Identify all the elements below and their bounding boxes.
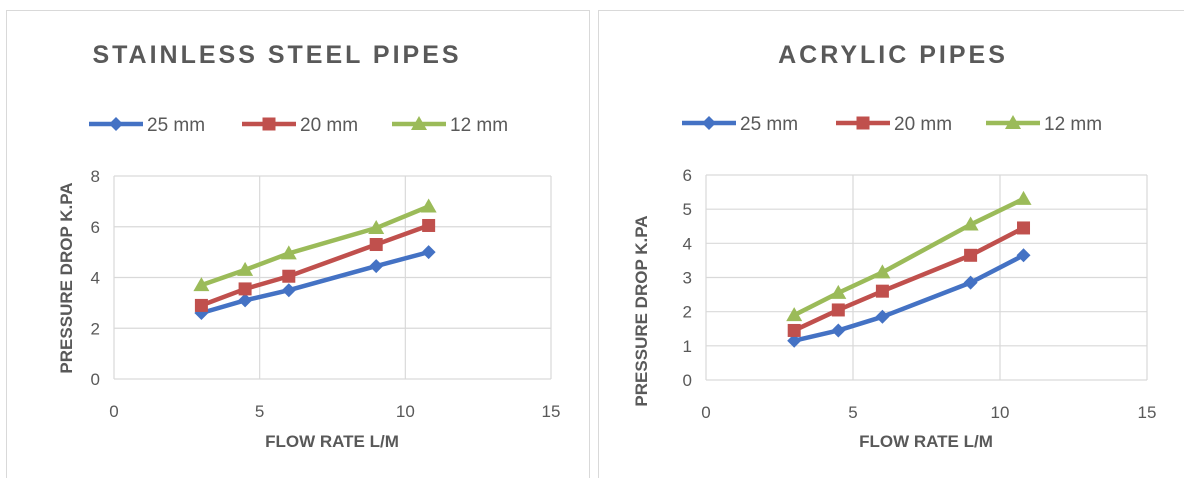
data-point bbox=[368, 220, 385, 235]
x-tick-label: 15 bbox=[542, 402, 561, 421]
series-25-mm bbox=[194, 245, 436, 321]
series-line bbox=[199, 204, 431, 288]
legend-label: 12 mm bbox=[450, 115, 508, 136]
data-point bbox=[1016, 248, 1031, 263]
data-point bbox=[831, 303, 845, 317]
x-axis-title: FLOW RATE L/M bbox=[265, 432, 399, 451]
x-tick-label: 10 bbox=[991, 403, 1010, 422]
x-tick-label: 15 bbox=[1138, 403, 1157, 422]
series-line bbox=[199, 249, 431, 316]
legend-item: 12 mm bbox=[392, 115, 508, 136]
data-point bbox=[875, 284, 889, 298]
data-point bbox=[830, 284, 847, 299]
y-tick-label: 5 bbox=[683, 200, 692, 219]
data-point bbox=[874, 264, 891, 279]
data-point bbox=[369, 238, 383, 252]
legend-marker bbox=[262, 117, 276, 131]
y-tick-label: 6 bbox=[91, 218, 100, 237]
legend: 25 mm 20 mm 12 mm bbox=[682, 114, 1102, 135]
legend-marker bbox=[109, 117, 123, 131]
x-tick-label: 5 bbox=[255, 402, 264, 421]
data-point bbox=[238, 282, 252, 296]
legend-marker bbox=[411, 116, 427, 130]
legend-item: 12 mm bbox=[986, 114, 1102, 135]
data-point bbox=[421, 245, 436, 260]
y-axis-title: PRESSURE DROP K.PA bbox=[632, 215, 651, 406]
y-tick-label: 0 bbox=[683, 371, 692, 390]
data-point bbox=[1015, 190, 1032, 205]
legend-label: 12 mm bbox=[1044, 114, 1102, 135]
y-tick-label: 2 bbox=[91, 319, 100, 338]
series-25-mm bbox=[787, 248, 1031, 348]
gridlines bbox=[705, 174, 1148, 381]
legend: 25 mm 20 mm 12 mm bbox=[89, 115, 508, 136]
data-point bbox=[281, 283, 296, 298]
series-20-mm bbox=[194, 218, 436, 312]
y-tick-label: 6 bbox=[683, 166, 692, 185]
legend-item: 20 mm bbox=[242, 115, 358, 136]
legend-label: 25 mm bbox=[147, 115, 205, 136]
y-tick-label: 8 bbox=[91, 167, 100, 186]
data-point bbox=[193, 277, 210, 292]
x-axis-title: FLOW RATE L/M bbox=[859, 432, 993, 451]
series-20-mm bbox=[787, 221, 1031, 337]
chart-stainless-steel: STAINLESS STEEL PIPES FLOW RATE L/M PRES… bbox=[57, 41, 561, 451]
chart-acrylic: ACRYLIC PIPES FLOW RATE L/M PRESSURE DRO… bbox=[632, 41, 1157, 451]
chart-title: ACRYLIC PIPES bbox=[778, 41, 1008, 69]
x-tick-label: 10 bbox=[396, 402, 415, 421]
legend-item: 20 mm bbox=[836, 114, 952, 135]
data-point bbox=[422, 218, 436, 232]
data-point bbox=[962, 216, 979, 231]
x-tick-label: 5 bbox=[848, 403, 857, 422]
x-tick-label: 0 bbox=[701, 403, 710, 422]
x-tick-label: 0 bbox=[109, 402, 118, 421]
legend-marker bbox=[1005, 115, 1021, 129]
series-line bbox=[791, 196, 1026, 318]
y-tick-label: 0 bbox=[91, 370, 100, 389]
data-point bbox=[875, 309, 890, 324]
data-point bbox=[787, 333, 802, 348]
y-tick-label: 4 bbox=[683, 234, 692, 253]
y-tick-label: 2 bbox=[683, 303, 692, 322]
data-point bbox=[369, 259, 384, 274]
legend-marker bbox=[702, 116, 716, 130]
data-point bbox=[194, 298, 208, 312]
data-point bbox=[963, 275, 978, 290]
data-point bbox=[420, 198, 437, 213]
data-point bbox=[280, 245, 297, 260]
chart-panel-acrylic: ACRYLIC PIPES FLOW RATE L/M PRESSURE DRO… bbox=[598, 10, 1184, 478]
y-axis-title: PRESSURE DROP K.PA bbox=[57, 182, 76, 373]
data-point bbox=[237, 261, 254, 276]
data-point bbox=[964, 248, 978, 262]
chart-panel-stainless-steel: STAINLESS STEEL PIPES FLOW RATE L/M PRES… bbox=[6, 10, 590, 478]
y-tick-label: 1 bbox=[683, 337, 692, 356]
y-tick-label: 4 bbox=[91, 269, 100, 288]
data-point bbox=[831, 323, 846, 338]
data-point bbox=[282, 269, 296, 283]
series-12-mm bbox=[786, 190, 1032, 322]
series-12-mm bbox=[193, 198, 437, 292]
legend-item: 25 mm bbox=[89, 115, 205, 136]
series-line bbox=[199, 223, 431, 308]
data-point bbox=[1017, 221, 1031, 235]
legend-label: 25 mm bbox=[740, 114, 798, 135]
data-point bbox=[787, 323, 801, 337]
legend-marker bbox=[856, 116, 870, 130]
data-point bbox=[786, 307, 803, 322]
legend-item: 25 mm bbox=[682, 114, 798, 135]
y-tick-label: 3 bbox=[683, 269, 692, 288]
data-point bbox=[238, 293, 253, 308]
legend-label: 20 mm bbox=[300, 115, 358, 136]
legend-label: 20 mm bbox=[894, 114, 952, 135]
chart-title: STAINLESS STEEL PIPES bbox=[92, 41, 461, 69]
